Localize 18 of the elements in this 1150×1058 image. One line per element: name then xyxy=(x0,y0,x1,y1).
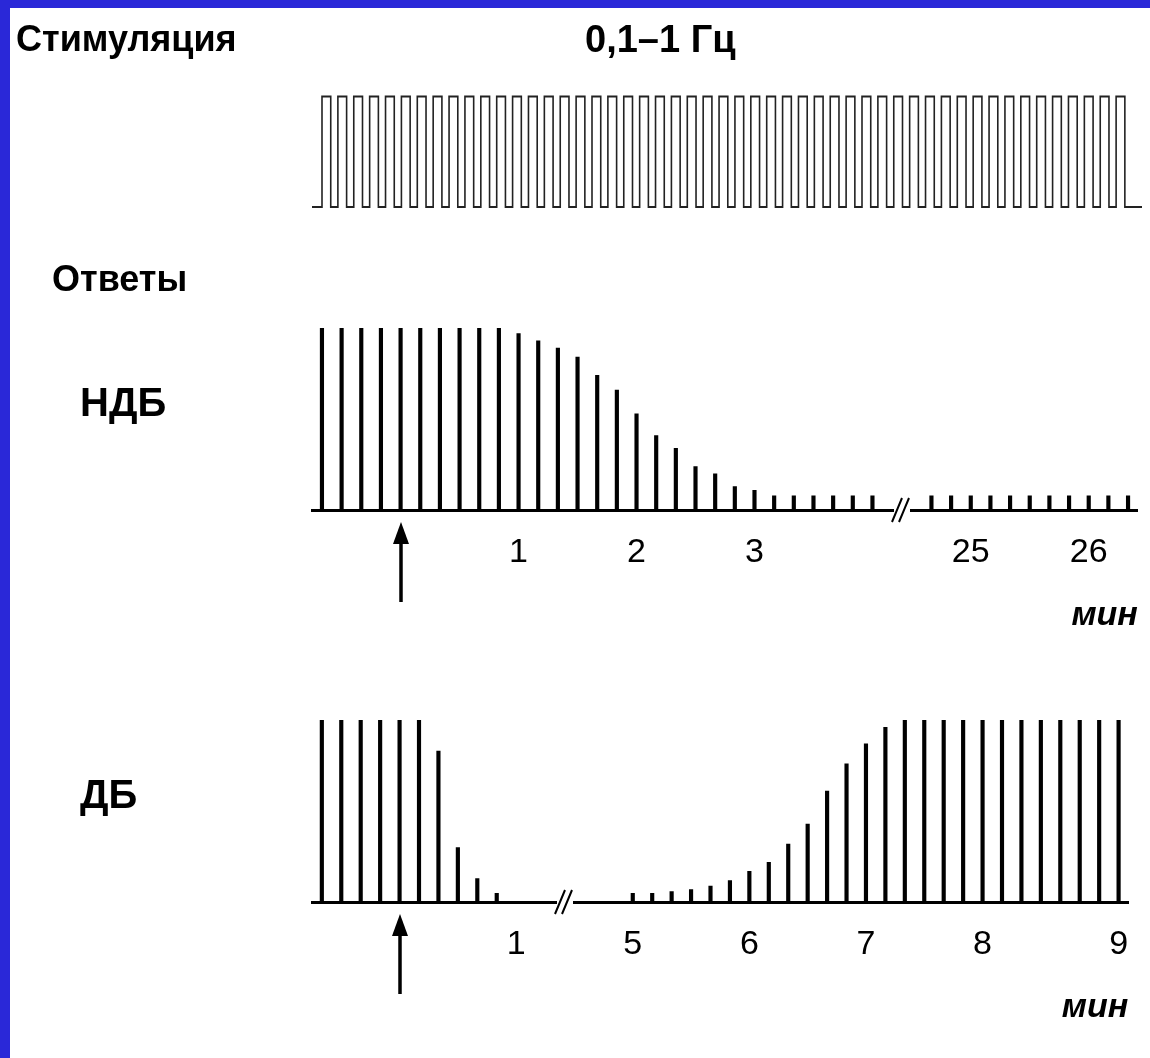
x-tick-label: 1 xyxy=(506,923,526,962)
text: ДБ xyxy=(80,772,138,817)
x-tick-label: 7 xyxy=(856,923,876,962)
x-tick-label: 3 xyxy=(745,531,764,570)
text: НДБ xyxy=(80,380,167,425)
text: 0,1–1 Гц xyxy=(585,18,736,61)
x-tick-label: 6 xyxy=(739,923,759,962)
text: Стимуляция xyxy=(16,18,237,60)
x-axis-title: мин xyxy=(1061,985,1129,1024)
x-tick-label: 25 xyxy=(951,531,990,570)
x-tick-label: 26 xyxy=(1069,531,1108,570)
text: Ответы xyxy=(52,258,188,300)
x-tick-label: 1 xyxy=(509,531,529,570)
x-tick-label: 2 xyxy=(627,531,646,570)
x-tick-label: 9 xyxy=(1109,923,1129,962)
x-axis-title: мин xyxy=(1071,593,1138,632)
x-tick-label: 8 xyxy=(973,923,993,962)
x-tick-label: 5 xyxy=(623,923,643,962)
